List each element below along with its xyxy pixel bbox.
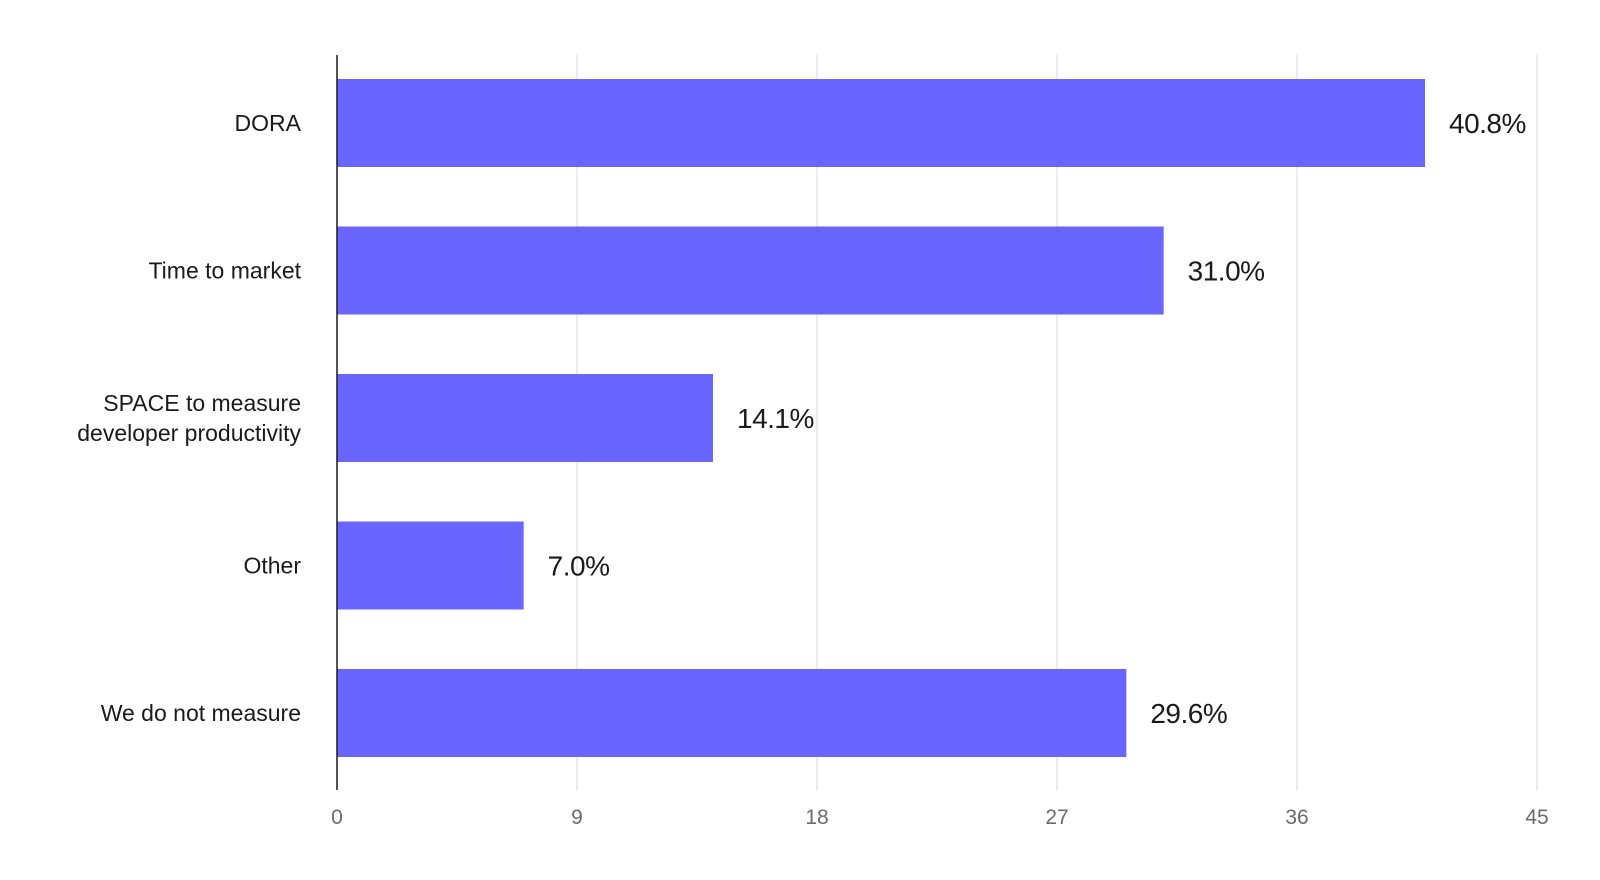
x-tick-label: 18	[805, 806, 828, 829]
category-label-line: SPACE to measure	[103, 390, 301, 416]
x-tick-label: 27	[1045, 806, 1068, 829]
x-tick-label: 36	[1285, 806, 1308, 829]
value-label-layer: 40.8% 31.0% 14.1% 7.0% 29.6%	[548, 108, 1527, 729]
bar	[337, 374, 713, 462]
category-label-line: developer productivity	[77, 420, 301, 446]
bar	[337, 669, 1127, 757]
category-label: We do not measure	[101, 700, 301, 726]
bar	[337, 79, 1425, 167]
category-label: DORA	[235, 110, 302, 136]
grid-layer	[576, 55, 1538, 790]
category-label: Other	[243, 553, 301, 579]
category-label-line: Other	[243, 553, 301, 579]
bar-value-label: 7.0%	[548, 551, 610, 582]
category-label-line: DORA	[235, 110, 302, 136]
bar	[337, 226, 1164, 315]
bar-layer	[337, 79, 1425, 757]
bar-value-label: 31.0%	[1188, 256, 1265, 287]
x-tick-label: 9	[571, 806, 583, 829]
tick-label-layer: 0 9 18 27 36 45	[331, 806, 1549, 829]
x-tick-label: 45	[1525, 806, 1548, 829]
bar-value-label: 29.6%	[1150, 698, 1227, 729]
bar	[337, 521, 524, 610]
category-label: Time to market	[148, 258, 301, 284]
bar-value-label: 40.8%	[1449, 108, 1526, 139]
category-label-line: We do not measure	[101, 700, 301, 726]
x-tick-label: 0	[331, 806, 343, 829]
category-label-layer: DORA Time to market SPACE to measure develo…	[77, 110, 301, 726]
category-label: SPACE to measure developer productivity	[77, 390, 301, 446]
category-label-line: Time to market	[148, 258, 301, 284]
bar-value-label: 14.1%	[737, 403, 814, 434]
